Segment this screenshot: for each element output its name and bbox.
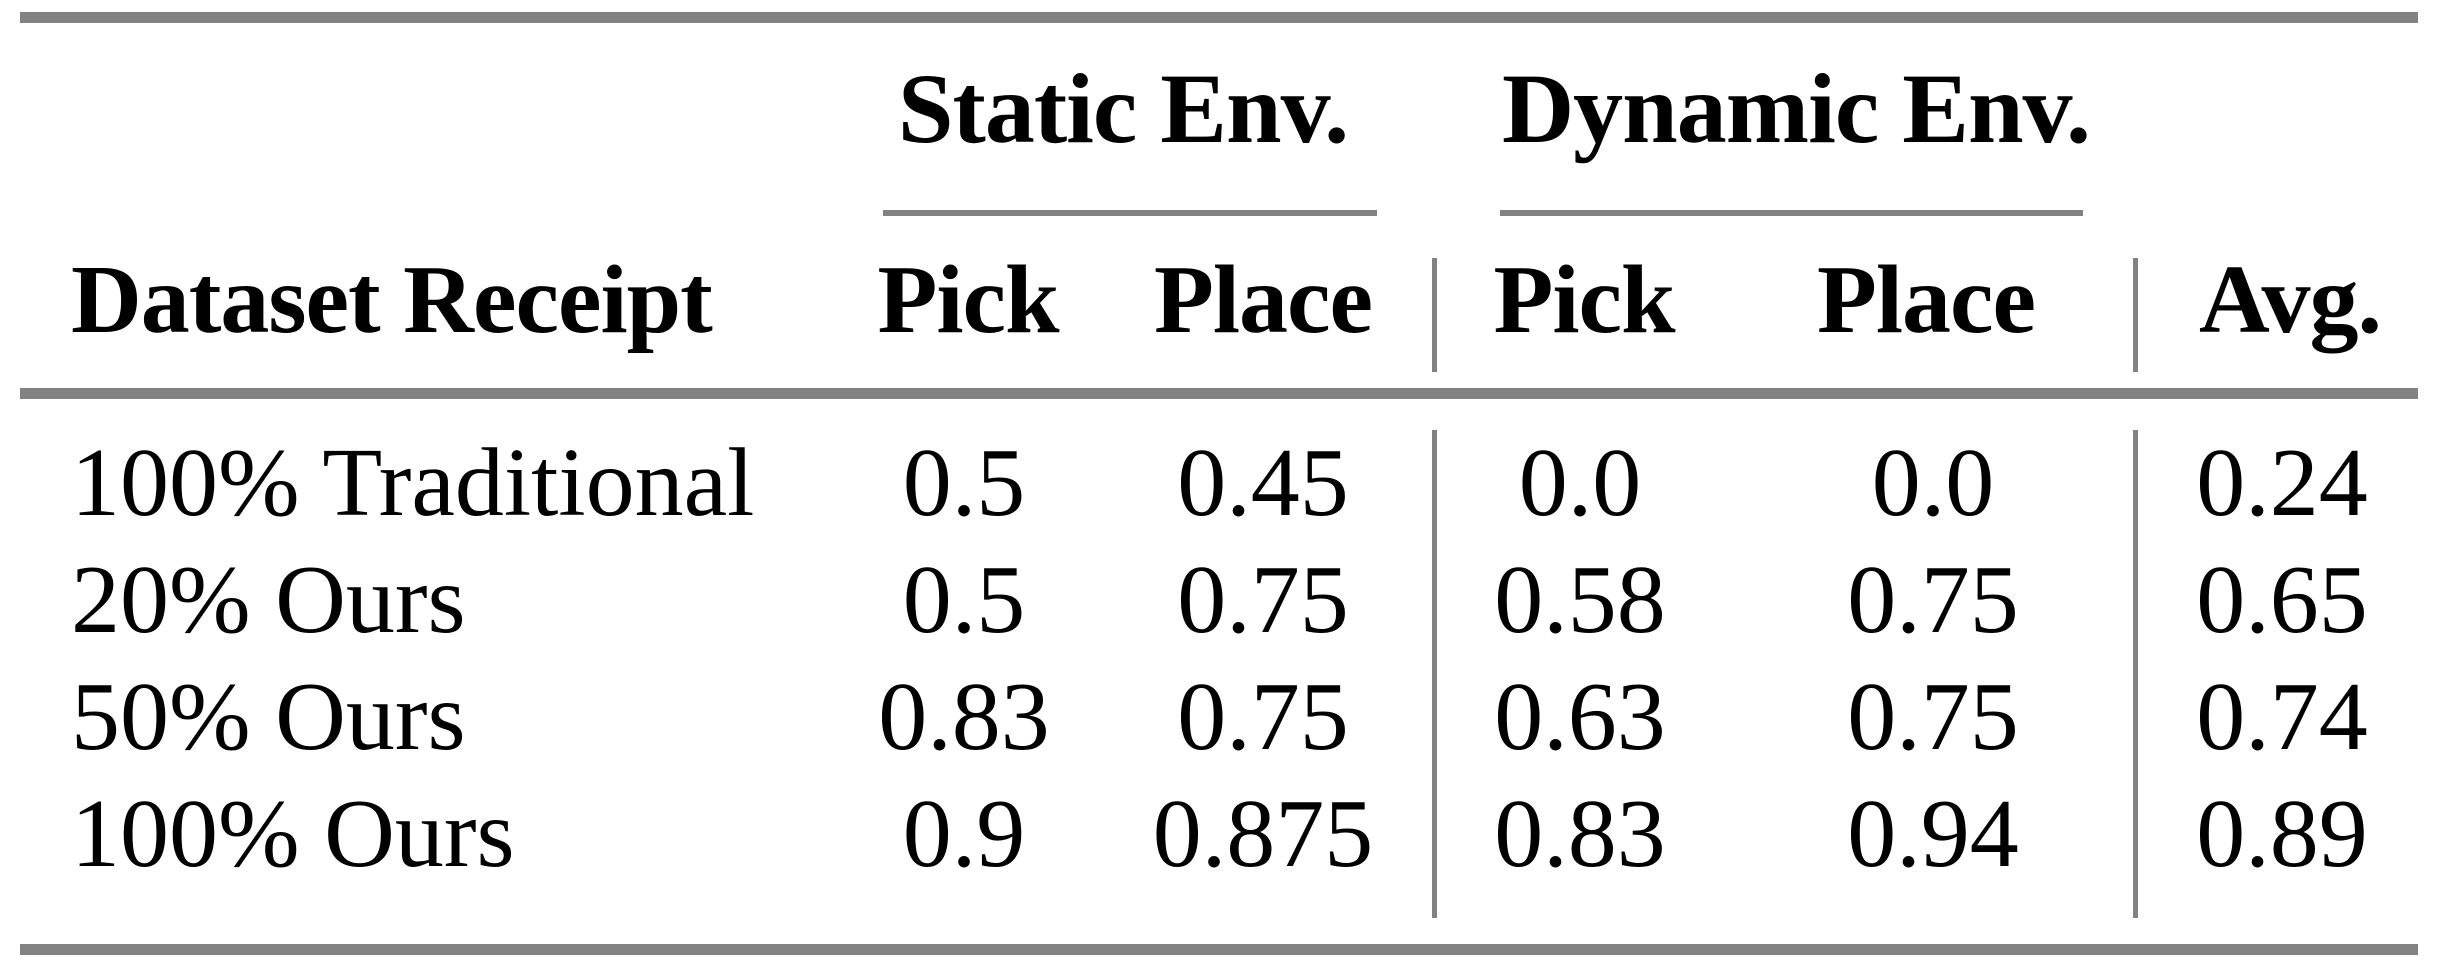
vertical-separator-2-header xyxy=(2133,258,2138,372)
column-header-dynamic-pick: Pick xyxy=(1493,246,1675,354)
table-cell: 0.5 xyxy=(902,546,1026,654)
mid-rule xyxy=(20,388,2418,399)
table-cell: 0.89 xyxy=(2196,780,2368,888)
table-cell: 0.24 xyxy=(2196,429,2368,537)
column-header-dynamic-place: Place xyxy=(1816,246,2036,354)
cmidrule-static-env xyxy=(883,210,1377,216)
table-cell: 0.75 xyxy=(1177,546,1349,654)
column-header-avg: Avg. xyxy=(2199,246,2382,354)
table-cell: 0.0 xyxy=(1518,429,1642,537)
table-cell: 0.5 xyxy=(902,429,1026,537)
table-cell: 0.63 xyxy=(1494,663,1666,771)
bottom-rule xyxy=(20,944,2418,955)
column-header-static-pick: Pick xyxy=(877,246,1059,354)
table-cell: 0.0 xyxy=(1871,429,1995,537)
top-rule xyxy=(20,12,2418,23)
table-cell: 0.45 xyxy=(1177,429,1349,537)
table-cell: 0.74 xyxy=(2196,663,2368,771)
row-label: 20% Ours xyxy=(71,546,466,654)
vertical-separator-1-header xyxy=(1432,258,1437,372)
table-cell: 0.58 xyxy=(1494,546,1666,654)
table-cell: 0.9 xyxy=(902,780,1026,888)
row-label: 50% Ours xyxy=(71,663,466,771)
table-cell: 0.75 xyxy=(1847,546,2019,654)
table-cell: 0.75 xyxy=(1847,663,2019,771)
group-header-static-env: Static Env. xyxy=(897,53,1349,164)
table-cell: 0.94 xyxy=(1847,780,2019,888)
vertical-separator-1-body xyxy=(1432,430,1437,918)
table-cell: 0.65 xyxy=(2196,546,2368,654)
column-header-dataset-receipt: Dataset Receipt xyxy=(71,246,713,354)
row-label: 100% Traditional xyxy=(71,429,755,537)
cmidrule-dynamic-env xyxy=(1500,210,2083,216)
group-header-dynamic-env: Dynamic Env. xyxy=(1501,53,2091,164)
column-header-static-place: Place xyxy=(1153,246,1373,354)
table-cell: 0.875 xyxy=(1152,780,1374,888)
vertical-separator-2-body xyxy=(2133,430,2138,918)
table-cell: 0.83 xyxy=(1494,780,1666,888)
row-label: 100% Ours xyxy=(71,780,515,888)
table-cell: 0.83 xyxy=(878,663,1050,771)
table-cell: 0.75 xyxy=(1177,663,1349,771)
